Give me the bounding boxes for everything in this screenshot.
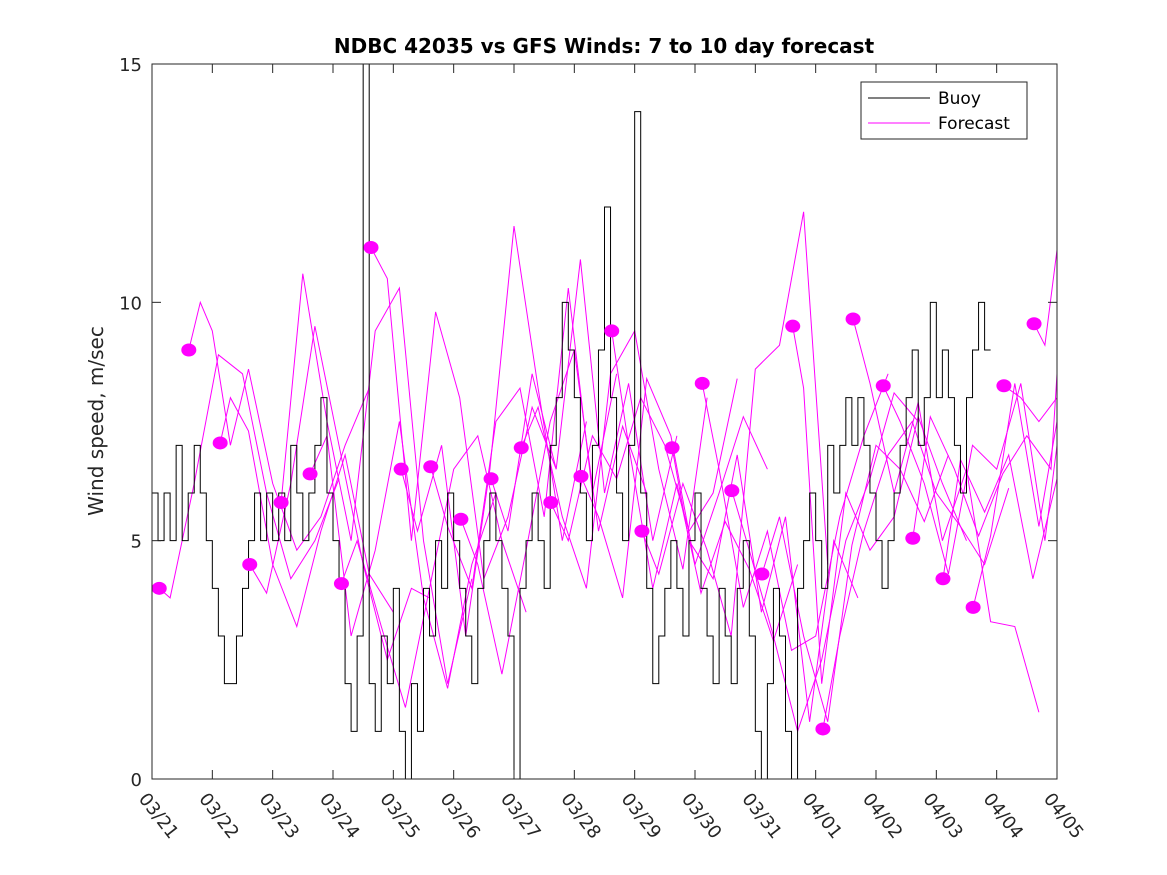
y-axis: 0 5 10 15 <box>119 55 1057 791</box>
forecast-marker <box>965 600 981 614</box>
forecast-marker <box>483 472 499 486</box>
forecast-line-18 <box>671 447 859 722</box>
forecast-line-16 <box>611 330 799 643</box>
forecast-marker <box>423 460 439 474</box>
forecast-line-24 <box>852 318 1040 713</box>
forecast-line-5 <box>280 273 473 684</box>
y-axis-label: Wind speed, m/sec <box>84 326 108 516</box>
forecast-marker <box>513 441 529 455</box>
chart-title: NDBC 42035 vs GFS Winds: 7 to 10 day for… <box>334 34 875 58</box>
forecast-marker <box>905 531 921 545</box>
forecast-marker <box>543 496 559 510</box>
forecast-marker <box>363 241 379 255</box>
legend: Buoy Forecast <box>860 81 1028 140</box>
forecast-marker <box>996 379 1012 393</box>
buoy-line <box>152 63 991 780</box>
legend-forecast-label: Forecast <box>938 114 1010 134</box>
forecast-marker <box>724 484 740 498</box>
forecast-line-19 <box>701 373 889 652</box>
legend-buoy-label: Buoy <box>938 89 981 109</box>
forecast-line-21 <box>761 444 949 722</box>
forecast-line-22 <box>792 326 967 684</box>
forecast-marker <box>242 558 258 571</box>
forecast-marker <box>212 436 228 450</box>
forecast-marker <box>453 512 469 526</box>
forecast-line-30 <box>1033 249 1058 347</box>
forecast-line-29 <box>1003 385 1058 423</box>
forecast-marker <box>845 312 861 326</box>
forecast-line-12 <box>490 259 678 541</box>
forecast-line-27 <box>942 453 1058 579</box>
forecast-marker <box>181 343 197 357</box>
forecast-marker <box>151 581 167 595</box>
forecast-line-6 <box>309 421 497 689</box>
forecast-line-26 <box>912 373 1058 539</box>
forecast-marker <box>664 441 680 455</box>
y-tick-label: 0 <box>131 770 142 791</box>
forecast-line-11 <box>460 349 648 675</box>
forecast-line-4 <box>249 326 430 662</box>
forecast-markers-group <box>151 241 1042 736</box>
axes-box <box>151 63 1058 780</box>
forecast-marker <box>273 496 289 510</box>
forecast-marker <box>393 462 409 476</box>
forecast-marker <box>604 324 620 338</box>
buoy-series-group <box>152 63 991 780</box>
forecast-marker <box>634 524 650 538</box>
forecast-marker <box>935 572 951 586</box>
forecast-marker <box>875 379 891 393</box>
forecast-marker <box>754 567 770 581</box>
y-tick-label: 15 <box>119 55 142 76</box>
forecast-marker <box>302 467 318 481</box>
forecast-marker <box>573 469 589 483</box>
forecast-line-9 <box>400 226 587 637</box>
forecast-marker <box>333 577 349 591</box>
forecast-marker <box>1026 317 1042 331</box>
forecast-marker <box>694 376 710 390</box>
y-tick-label: 5 <box>131 532 142 553</box>
forecast-line-28 <box>972 383 1058 608</box>
forecast-line-1 <box>158 353 340 599</box>
forecast-line-25 <box>882 383 1058 575</box>
forecast-line-2 <box>188 300 370 552</box>
legend-box <box>860 81 1028 140</box>
forecast-line-3 <box>219 396 394 629</box>
forecast-marker <box>785 319 801 333</box>
forecast-line-15 <box>580 376 768 599</box>
forecast-marker <box>815 722 831 736</box>
y-tick-label: 10 <box>119 293 142 314</box>
forecast-line-23 <box>822 420 1010 730</box>
